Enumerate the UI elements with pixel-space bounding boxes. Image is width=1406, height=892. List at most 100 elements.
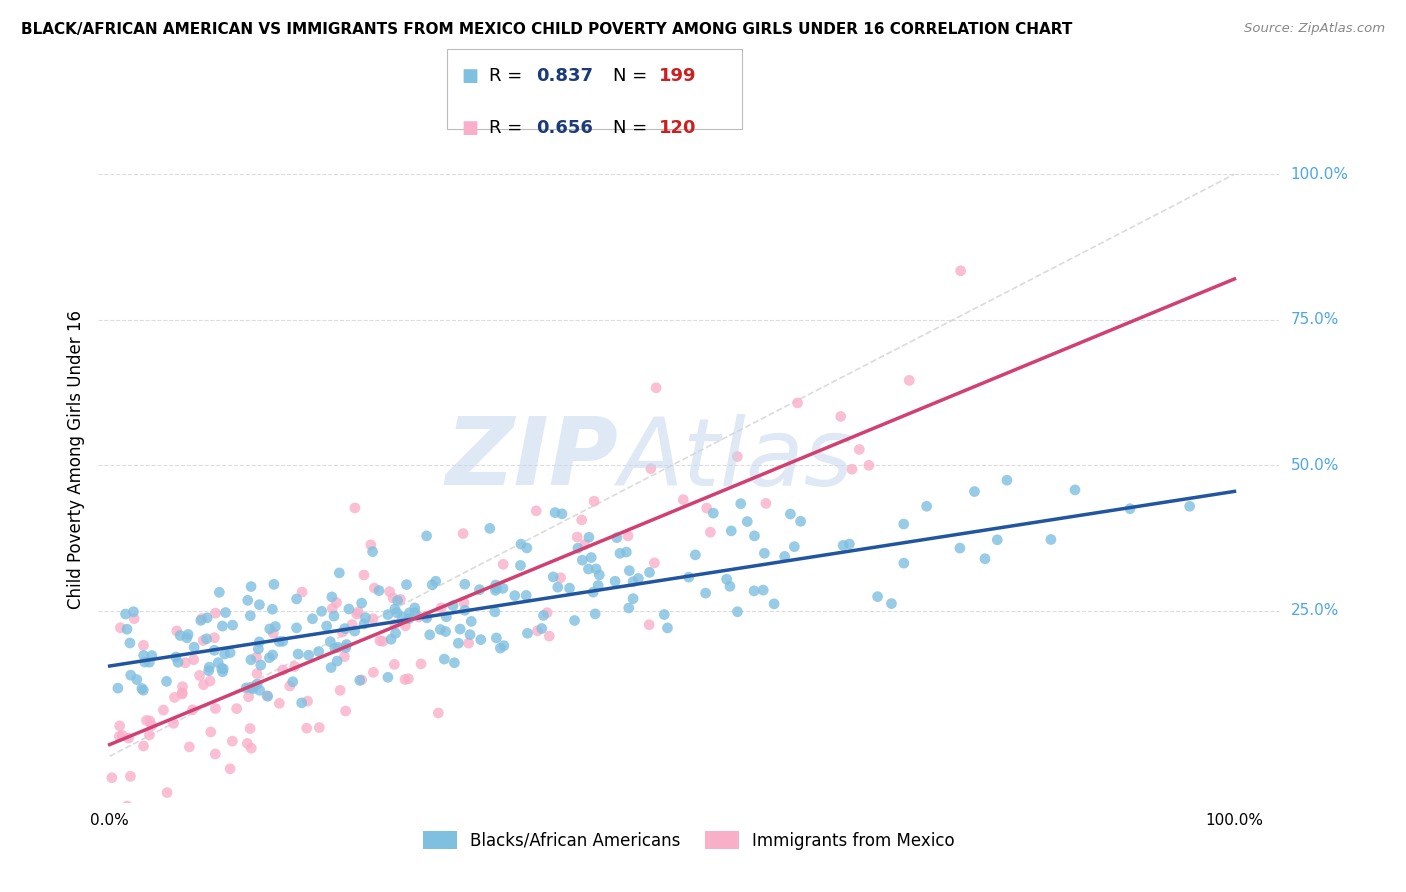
Point <box>880 597 903 611</box>
Point <box>695 586 717 600</box>
Point <box>619 564 641 578</box>
Point <box>434 624 457 639</box>
Point <box>716 572 738 586</box>
Point <box>685 548 707 562</box>
Point <box>195 632 218 646</box>
Point <box>603 574 626 589</box>
Text: ZIP: ZIP <box>446 413 619 506</box>
Point <box>246 677 269 691</box>
Point <box>434 610 457 624</box>
Point <box>744 529 766 543</box>
Point <box>135 714 157 728</box>
Point <box>567 530 589 544</box>
Point <box>550 571 572 585</box>
Point <box>454 577 477 591</box>
Point <box>541 570 564 584</box>
Point <box>278 679 301 693</box>
Point <box>191 611 214 625</box>
Point <box>457 636 479 650</box>
Point <box>485 578 508 592</box>
Point <box>391 610 413 624</box>
Point <box>408 610 430 624</box>
Point <box>202 631 225 645</box>
Point <box>581 550 603 565</box>
Point <box>516 541 538 555</box>
Text: R =: R = <box>489 119 529 136</box>
Point <box>489 641 512 656</box>
Point <box>308 721 330 735</box>
Point <box>430 600 453 615</box>
Point <box>325 596 347 610</box>
Text: 50.0%: 50.0% <box>1291 458 1339 473</box>
Point <box>247 641 270 656</box>
Point <box>162 716 184 731</box>
Point <box>678 570 700 584</box>
Point <box>382 657 405 672</box>
Point <box>995 473 1018 487</box>
Point <box>583 494 606 508</box>
Text: Atlas: Atlas <box>619 414 853 505</box>
Point <box>384 626 406 640</box>
Point <box>382 591 405 605</box>
Point <box>419 628 441 642</box>
Point <box>138 655 160 669</box>
Point <box>108 729 131 743</box>
Point <box>533 608 555 623</box>
Point <box>295 721 318 735</box>
Point <box>165 650 187 665</box>
Point <box>404 606 426 620</box>
Point <box>172 680 194 694</box>
Text: 75.0%: 75.0% <box>1291 312 1339 327</box>
Point <box>949 541 972 555</box>
Point <box>235 681 257 695</box>
Point <box>329 683 352 698</box>
Point <box>478 521 501 535</box>
Point <box>433 652 456 666</box>
Point <box>742 583 765 598</box>
Point <box>571 513 593 527</box>
Point <box>204 747 226 761</box>
Point <box>398 606 420 620</box>
Point <box>384 602 406 616</box>
Text: 199: 199 <box>659 67 697 85</box>
Point <box>326 654 349 668</box>
Point <box>211 665 233 679</box>
Point <box>240 580 263 594</box>
Point <box>1178 500 1201 514</box>
Point <box>291 585 314 599</box>
Point <box>131 681 153 696</box>
Point <box>111 728 134 742</box>
Point <box>141 648 163 663</box>
Point <box>177 627 200 641</box>
Point <box>949 264 972 278</box>
Point <box>183 653 205 667</box>
Point <box>898 373 921 387</box>
Point <box>492 558 515 572</box>
Point <box>169 628 191 642</box>
Point <box>249 683 271 698</box>
Point <box>311 604 333 618</box>
Text: Source: ZipAtlas.com: Source: ZipAtlas.com <box>1244 22 1385 36</box>
Point <box>285 621 308 635</box>
Point <box>484 605 506 619</box>
Point <box>122 605 145 619</box>
Point <box>245 650 267 665</box>
Point <box>194 807 217 822</box>
Point <box>246 666 269 681</box>
Point <box>578 530 600 544</box>
Point <box>783 540 806 554</box>
Point <box>163 690 186 705</box>
Point <box>429 623 451 637</box>
Point <box>155 674 177 689</box>
Point <box>574 538 596 552</box>
Point <box>179 739 201 754</box>
Point <box>221 618 243 632</box>
Point <box>183 640 205 655</box>
Point <box>696 501 718 516</box>
Point <box>166 624 188 638</box>
Point <box>197 664 219 678</box>
Text: ■: ■ <box>461 119 478 136</box>
Point <box>718 579 741 593</box>
Point <box>547 580 569 594</box>
Point <box>256 690 278 704</box>
